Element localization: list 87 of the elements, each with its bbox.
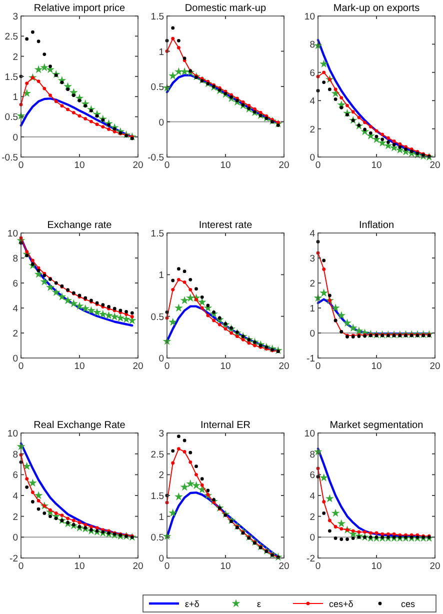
x-tick-label: 10	[371, 160, 382, 171]
y-tick-label: 1.5	[150, 12, 164, 22]
y-tick-label: 0.5	[150, 82, 164, 93]
y-tick-label: 0.5	[150, 532, 164, 544]
x-tick-label: 20	[430, 160, 440, 171]
y-tick-label: 0	[12, 532, 18, 544]
y-tick-label: 0	[12, 354, 18, 364]
y-tick-label: 6	[310, 68, 315, 79]
y-tick-label: 2	[12, 512, 18, 523]
legend-label: ε+δ	[185, 599, 200, 609]
y-tick-label: 2.5	[150, 449, 164, 460]
chart-title: Interest rate	[198, 220, 253, 231]
y-tick-label: 0	[158, 554, 164, 564]
chart-title: Market segmentation	[330, 420, 424, 431]
y-tick-label: 10	[304, 12, 315, 22]
y-tick-label: 3	[310, 254, 315, 264]
y-tick-label: 0	[12, 132, 18, 144]
x-tick-label: 10	[371, 361, 382, 372]
x-tick-label: 20	[132, 160, 144, 171]
y-tick-label: 6	[12, 470, 18, 482]
y-tick-label: 1	[12, 92, 18, 104]
legend-label: ε	[257, 599, 262, 609]
legend-label: ces+δ	[329, 599, 354, 609]
y-tick-label: 1.5	[150, 228, 164, 240]
y-tick-label: 3	[158, 428, 164, 440]
legend-label: ces	[401, 599, 416, 609]
y-tick-label: 0.5	[4, 112, 18, 124]
y-tick-label: 4	[310, 491, 315, 502]
y-tick-label: 0	[310, 152, 315, 164]
y-tick-label: 3	[12, 12, 18, 22]
x-tick-label: 20	[430, 361, 440, 372]
x-tick-label: 10	[74, 160, 85, 171]
y-tick-label: 2	[158, 470, 164, 482]
y-tick-label: 1	[158, 46, 164, 58]
y-tick-label: 8	[12, 449, 18, 460]
y-tick-label: 0	[158, 354, 164, 364]
chart-title: Mark-up on exports	[333, 3, 420, 14]
y-tick-label: 2	[310, 512, 315, 523]
x-tick-label: 20	[278, 561, 290, 572]
y-tick-label: 10	[7, 228, 18, 240]
y-tick-label: 1	[310, 304, 315, 314]
x-tick-label: 10	[371, 561, 382, 572]
y-tick-label: -2	[10, 554, 18, 564]
chart-title: Relative import price	[34, 3, 126, 14]
y-tick-label: -0.5	[2, 152, 18, 164]
y-tick-label: 8	[12, 254, 18, 264]
y-tick-label: 4	[12, 491, 18, 502]
y-tick-label: 2	[12, 52, 18, 63]
y-tick-label: 2	[310, 278, 315, 290]
y-tick-label: -1	[306, 354, 315, 364]
y-tick-label: 2	[310, 124, 315, 136]
x-tick-label: 20	[278, 361, 290, 372]
x-tick-label: 10	[220, 561, 231, 572]
y-tick-label: 1	[158, 512, 164, 523]
x-tick-label: 10	[74, 361, 85, 372]
y-tick-label: 4	[310, 228, 315, 240]
chart-title: Internal ER	[200, 420, 251, 431]
y-tick-label: 6	[12, 278, 18, 290]
x-tick-label: 20	[132, 361, 144, 372]
x-tick-label: 20	[430, 561, 440, 572]
y-tick-label: 6	[310, 470, 315, 482]
y-tick-label: 0.5	[150, 312, 164, 323]
y-tick-label: 8	[310, 449, 315, 460]
x-tick-label: 10	[220, 160, 231, 171]
x-tick-label: 10	[220, 361, 231, 372]
y-tick-label: 4	[310, 96, 315, 108]
x-tick-label: 20	[132, 561, 144, 572]
y-tick-label: 1.5	[150, 491, 164, 502]
chart-title: Inflation	[358, 220, 394, 231]
x-tick-label: 20	[278, 160, 290, 171]
chart-title: Domestic mark-up	[184, 3, 266, 14]
y-tick-label: 10	[7, 428, 18, 440]
y-tick-label: 1	[158, 270, 164, 282]
y-tick-label: 1.5	[4, 72, 18, 83]
y-tick-label: -0.5	[148, 152, 164, 164]
chart-title: Exchange rate	[47, 220, 112, 231]
y-tick-label: 2.5	[4, 32, 18, 43]
y-tick-label: 2	[12, 328, 18, 340]
y-tick-label: 0	[310, 532, 315, 544]
chart-title: Real Exchange Rate	[34, 420, 126, 431]
x-tick-label: 10	[74, 561, 85, 572]
y-tick-label: 10	[304, 428, 315, 440]
y-tick-label: 0	[158, 117, 164, 128]
y-tick-label: 8	[310, 40, 315, 51]
y-tick-label: -2	[306, 554, 315, 564]
y-tick-label: 0	[310, 328, 315, 340]
y-tick-label: 4	[12, 304, 18, 314]
